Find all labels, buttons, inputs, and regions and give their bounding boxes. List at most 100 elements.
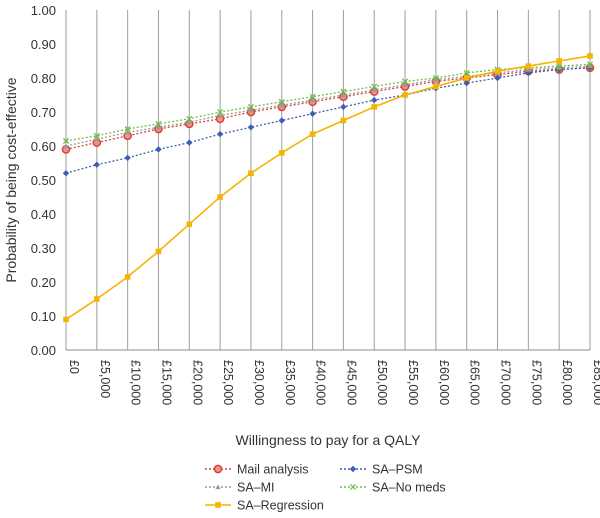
y-tick-label: 0.30 [31, 241, 56, 256]
data-point [586, 61, 594, 68]
x-tick-label: £85,000 [591, 360, 600, 405]
data-point [340, 88, 347, 95]
data-point [587, 63, 593, 69]
data-point [463, 69, 470, 76]
x-tick-label: £35,000 [283, 360, 297, 405]
data-point [93, 161, 101, 168]
x-tick-label: £55,000 [406, 360, 420, 405]
data-point [278, 150, 285, 156]
data-point [247, 103, 255, 110]
y-tick-label: 0.90 [31, 37, 56, 52]
legend-item: Mail analysis [205, 463, 309, 477]
data-point [186, 119, 192, 125]
data-point [433, 83, 439, 90]
y-tick-label: 0.80 [31, 71, 56, 86]
x-tick-label: £50,000 [375, 360, 389, 405]
data-point [371, 104, 378, 110]
data-point [125, 129, 131, 135]
data-point [340, 92, 347, 98]
x-tick-label: £0 [67, 360, 81, 374]
legend-item: SA–Regression [205, 499, 324, 513]
x-tick-label: £45,000 [344, 360, 358, 405]
data-point [340, 103, 347, 111]
data-point [371, 83, 378, 90]
data-point [525, 69, 532, 77]
series-sa-regression [63, 53, 593, 323]
series-line [65, 55, 591, 321]
series-mail-analysis [61, 63, 595, 154]
y-tick-label: 1.00 [31, 3, 56, 18]
grid [65, 10, 591, 350]
x-tick-label: £10,000 [129, 360, 143, 405]
data-point [216, 130, 224, 138]
legend-label: SA–PSM [372, 463, 423, 477]
data-point [124, 274, 131, 280]
y-tick-label: 0.60 [31, 139, 56, 154]
x-tick-label: £75,000 [529, 360, 543, 405]
data-point [279, 102, 285, 108]
series-sa-psm [62, 64, 594, 177]
data-point [248, 107, 254, 113]
x-tick-label: £80,000 [560, 360, 574, 405]
x-tick-label: £60,000 [437, 360, 451, 405]
legend-item: SA–MI [205, 481, 275, 495]
data-point [93, 132, 100, 139]
legend-marker [349, 483, 357, 491]
data-point [402, 82, 408, 87]
x-tick-label: £40,000 [314, 360, 328, 405]
y-tick-labels: 0.00 0.10 0.20 0.30 0.40 0.50 0.60 0.70 0.80 0.90… [31, 3, 56, 358]
legend-label: SA–No meds [372, 481, 446, 495]
legend-item: SA–No meds [340, 481, 446, 495]
data-point [186, 139, 193, 146]
data-point [278, 98, 285, 105]
data-point [217, 112, 223, 118]
data-point [124, 125, 131, 133]
x-tick-label: £70,000 [499, 360, 513, 405]
y-tick-label: 0.00 [31, 343, 56, 358]
data-point [401, 78, 409, 85]
x-tick-label: £25,000 [221, 360, 235, 405]
data-point [371, 96, 378, 104]
data-point [278, 117, 285, 124]
data-point [217, 194, 223, 200]
data-point [63, 316, 69, 323]
legend-marker [215, 484, 221, 490]
legend-marker [349, 465, 357, 473]
data-point [556, 65, 562, 70]
data-point [463, 79, 470, 87]
x-tick-label: £15,000 [159, 360, 173, 405]
series-sa-no-meds [62, 61, 594, 144]
x-tick-labels: £0 £5,000 £10,000 £15,000 £20,000 £25,000 £30,… [67, 360, 600, 405]
legend: Mail analysis SA–PSM SA–MI SA–No meds SA–Reg… [205, 463, 446, 513]
x-tick-label: £5,000 [98, 360, 112, 398]
data-point [309, 93, 316, 100]
x-tick-label: £65,000 [468, 360, 482, 405]
y-tick-label: 0.40 [31, 207, 56, 222]
data-point [340, 117, 347, 124]
data-point [432, 74, 439, 82]
data-point [62, 137, 70, 144]
legend-marker [213, 464, 223, 474]
data-point [433, 77, 439, 82]
x-tick-label: £20,000 [190, 360, 204, 405]
data-point [463, 75, 470, 81]
data-point [186, 221, 193, 227]
data-point [494, 68, 501, 74]
data-point [62, 170, 70, 177]
data-point [309, 131, 316, 137]
data-point [525, 63, 532, 69]
data-point [94, 136, 100, 142]
data-point [248, 170, 254, 176]
y-tick-label: 0.50 [31, 173, 56, 188]
y-tick-label: 0.10 [31, 309, 56, 324]
data-point [587, 53, 593, 59]
legend-label: SA–MI [237, 481, 275, 495]
series-layer [61, 53, 595, 323]
series-line [65, 67, 591, 151]
data-point [94, 296, 100, 302]
series-line [65, 65, 591, 147]
data-point [155, 146, 162, 153]
data-point [525, 66, 531, 72]
legend-label: Mail analysis [237, 463, 309, 477]
